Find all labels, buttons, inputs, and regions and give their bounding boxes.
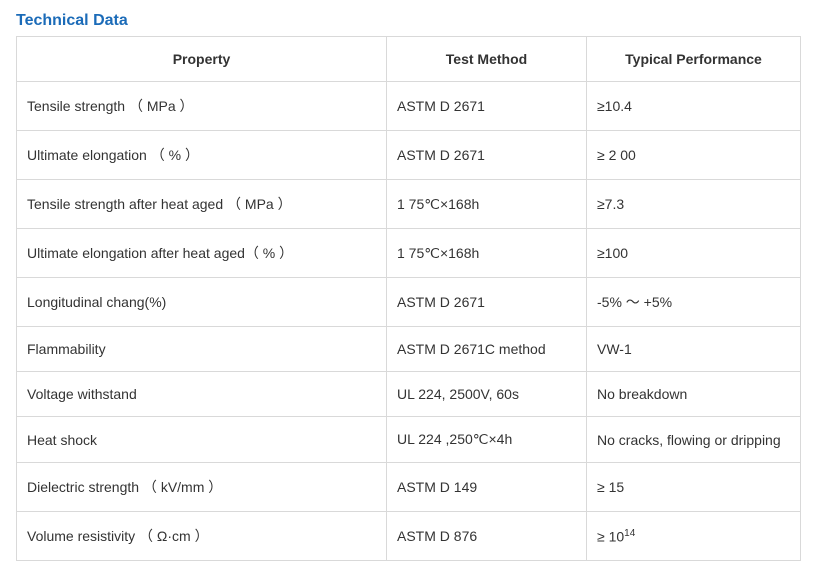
table-body: Tensile strength （ MPa ） ASTM D 2671 ≥10…: [17, 82, 801, 561]
cell-test-method: 1 75℃×168h: [387, 229, 587, 278]
table-row: Tensile strength after heat aged （ MPa ）…: [17, 180, 801, 229]
cell-property: Flammability: [17, 327, 387, 372]
cell-property: Voltage withstand: [17, 372, 387, 417]
cell-property: Tensile strength after heat aged （ MPa ）: [17, 180, 387, 229]
table-row: Flammability ASTM D 2671C method VW-1: [17, 327, 801, 372]
section-title: Technical Data: [16, 12, 800, 30]
cell-test-method: ASTM D 2671: [387, 278, 587, 327]
table-row: Heat shock UL 224 ,250℃×4h No cracks, fl…: [17, 417, 801, 463]
cell-property: Heat shock: [17, 417, 387, 463]
table-row: Volume resistivity （ Ω·cm ） ASTM D 876 ≥…: [17, 512, 801, 561]
cell-test-method: UL 224 ,250℃×4h: [387, 417, 587, 463]
cell-test-method: ASTM D 149: [387, 463, 587, 512]
cell-property: Ultimate elongation （ % ）: [17, 131, 387, 180]
cell-test-method: ASTM D 2671: [387, 82, 587, 131]
cell-performance: ≥10.4: [587, 82, 801, 131]
table-row: Longitudinal chang(%) ASTM D 2671 -5% ～ …: [17, 278, 801, 327]
cell-test-method: ASTM D 2671C method: [387, 327, 587, 372]
cell-performance: VW-1: [587, 327, 801, 372]
col-header-typical-performance: Typical Performance: [587, 37, 801, 82]
technical-data-table: Property Test Method Typical Performance…: [16, 36, 801, 561]
table-row: Dielectric strength （ kV/mm ） ASTM D 149…: [17, 463, 801, 512]
cell-performance: ≥ 15: [587, 463, 801, 512]
table-row: Ultimate elongation （ % ） ASTM D 2671 ≥ …: [17, 131, 801, 180]
cell-property: Ultimate elongation after heat aged（ % ）: [17, 229, 387, 278]
table-header-row: Property Test Method Typical Performance: [17, 37, 801, 82]
cell-performance: -5% ～ +5%: [587, 278, 801, 327]
cell-test-method: ASTM D 2671: [387, 131, 587, 180]
cell-performance: ≥7.3: [587, 180, 801, 229]
table-row: Voltage withstand UL 224, 2500V, 60s No …: [17, 372, 801, 417]
cell-performance: No breakdown: [587, 372, 801, 417]
cell-performance: No cracks, flowing or dripping: [587, 417, 801, 463]
cell-performance: ≥100: [587, 229, 801, 278]
col-header-test-method: Test Method: [387, 37, 587, 82]
cell-test-method: ASTM D 876: [387, 512, 587, 561]
col-header-property: Property: [17, 37, 387, 82]
table-row: Ultimate elongation after heat aged（ % ）…: [17, 229, 801, 278]
cell-property: Tensile strength （ MPa ）: [17, 82, 387, 131]
cell-test-method: UL 224, 2500V, 60s: [387, 372, 587, 417]
table-row: Tensile strength （ MPa ） ASTM D 2671 ≥10…: [17, 82, 801, 131]
cell-performance: ≥ 1014: [587, 512, 801, 561]
cell-property: Dielectric strength （ kV/mm ）: [17, 463, 387, 512]
cell-property: Volume resistivity （ Ω·cm ）: [17, 512, 387, 561]
cell-property: Longitudinal chang(%): [17, 278, 387, 327]
cell-test-method: 1 75℃×168h: [387, 180, 587, 229]
cell-performance: ≥ 2 00: [587, 131, 801, 180]
